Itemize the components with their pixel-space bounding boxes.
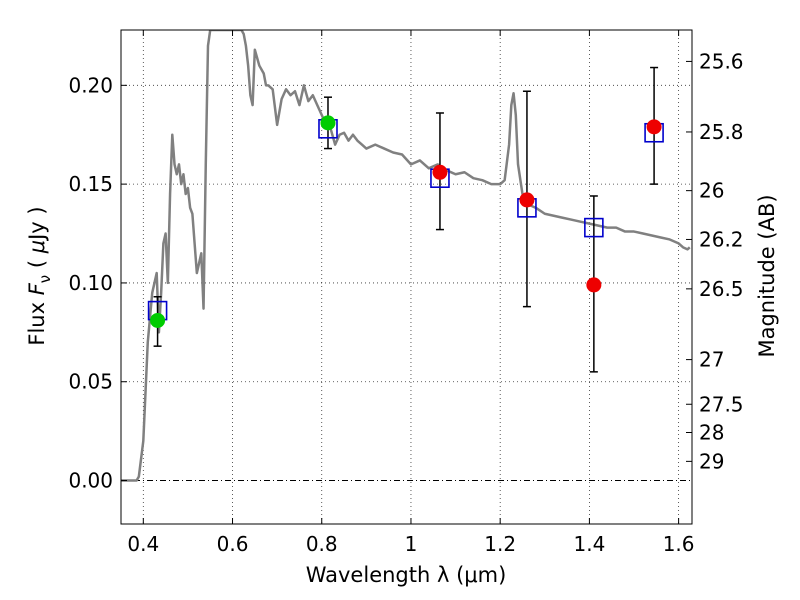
y-tick-label: 0.05 — [68, 370, 113, 394]
y-tick-label: 0.00 — [68, 469, 113, 493]
right-tick-label: 27 — [699, 348, 724, 372]
right-tick-label: 26 — [699, 179, 724, 203]
x-tick-label: 1 — [405, 532, 418, 556]
observed-point-green — [150, 312, 166, 328]
y-axis-label: Flux Fν ( μJy ) — [25, 206, 54, 345]
right-tick-label: 25.6 — [699, 49, 744, 73]
plot-frame — [120, 29, 693, 525]
right-tick-label: 26.2 — [699, 227, 744, 251]
y-tick-label: 0.10 — [68, 271, 113, 295]
y-tick-labels: 0.00 0.05 0.10 0.15 0.20 — [68, 73, 113, 492]
x-axis-label: Wavelength λ (μm) — [306, 563, 507, 587]
right-tick-label: 26.5 — [699, 277, 744, 301]
right-tick-label: 28 — [699, 421, 724, 445]
model-square — [584, 217, 604, 238]
x-tick-labels: 0.4 0.6 0.8 1 1.2 1.4 1.6 — [127, 532, 694, 556]
x-tick-label: 0.8 — [306, 532, 338, 556]
x-tick-label: 0.6 — [217, 532, 249, 556]
right-tick-labels: 25.6 25.8 26 26.2 26.5 27 27.5 28 29 — [699, 49, 744, 473]
observed-point-red — [519, 192, 535, 208]
y-tick-label: 0.15 — [68, 172, 113, 196]
axis-ticks — [121, 30, 692, 524]
x-tick-label: 1.2 — [484, 532, 516, 556]
x-tick-label: 1.6 — [663, 532, 695, 556]
right-tick-label: 25.8 — [699, 120, 744, 144]
observed-point-red — [432, 164, 448, 180]
x-tick-label: 1.4 — [573, 532, 605, 556]
x-tick-label: 0.4 — [127, 532, 159, 556]
observed-point-red — [586, 277, 602, 293]
observed-point-green — [320, 115, 336, 131]
observed-point-red — [646, 119, 662, 135]
y-tick-label: 0.20 — [68, 73, 113, 97]
right-tick-label: 29 — [699, 449, 724, 473]
observed-photometry-points — [150, 115, 662, 328]
right-axis-label: Magnitude (AB) — [755, 194, 779, 357]
right-tick-label: 27.5 — [699, 392, 744, 416]
